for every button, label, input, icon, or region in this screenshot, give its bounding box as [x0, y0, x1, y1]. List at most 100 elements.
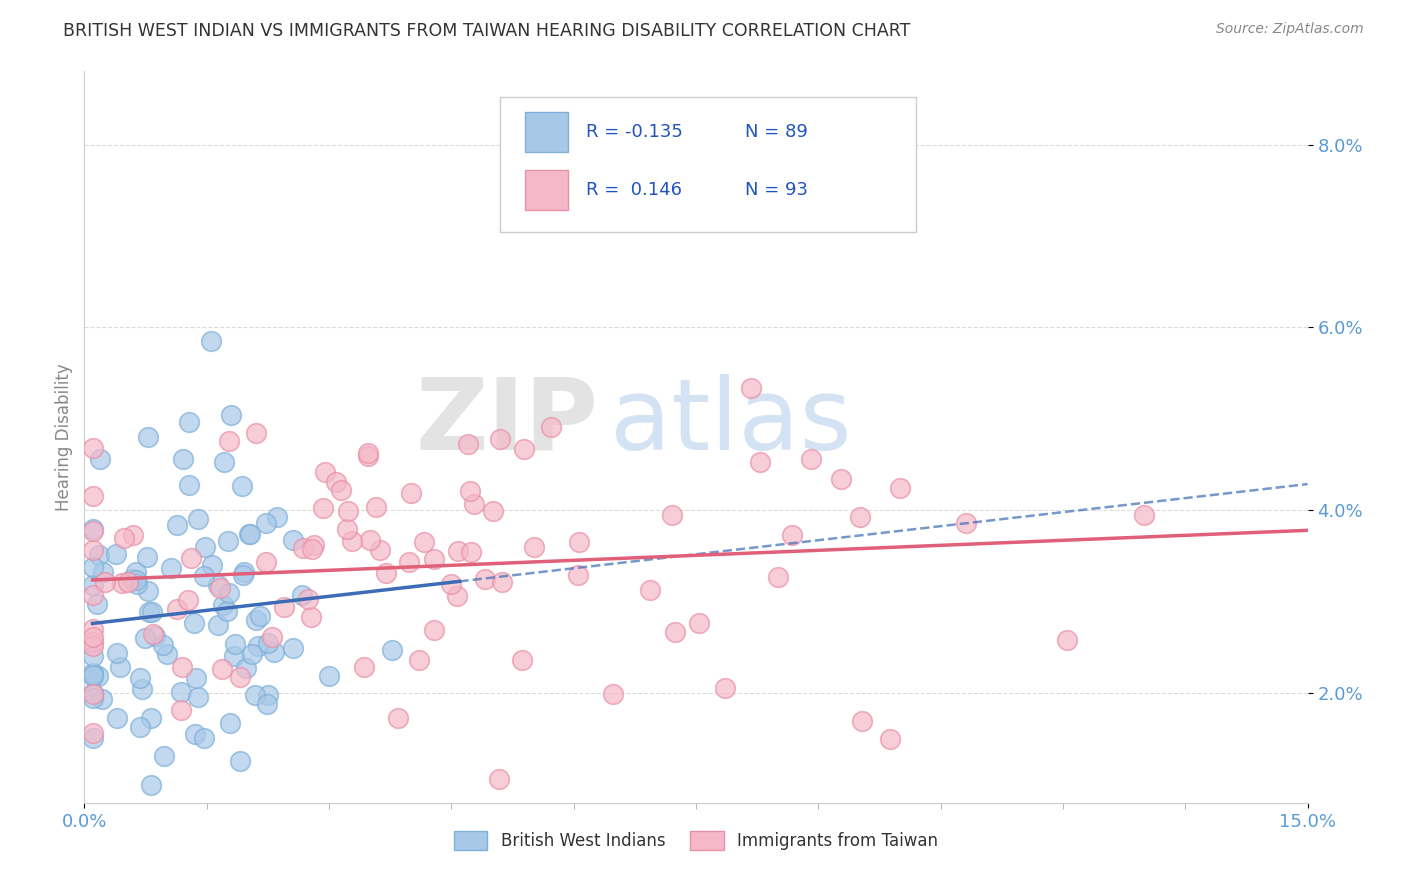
Point: [218, 434, 240, 448]
Point: [243, 688, 266, 702]
Point: [398, 555, 420, 569]
Point: [82, 725, 104, 739]
Point: [169, 685, 191, 699]
Point: [136, 583, 159, 598]
Point: [177, 415, 200, 429]
Point: [218, 716, 240, 731]
Point: [218, 586, 240, 600]
Point: [408, 652, 430, 666]
Point: [512, 652, 534, 666]
Point: [567, 568, 589, 582]
Point: [301, 541, 323, 556]
Point: [170, 660, 193, 674]
Point: [247, 639, 270, 653]
Point: [231, 479, 253, 493]
Point: [254, 516, 277, 531]
Point: [387, 711, 409, 725]
Point: [368, 542, 391, 557]
Point: [364, 500, 387, 514]
Point: [457, 436, 479, 450]
Point: [381, 642, 404, 657]
Point: [304, 538, 326, 552]
Point: [766, 569, 789, 583]
Point: [179, 550, 201, 565]
Point: [141, 605, 163, 619]
Point: [714, 681, 737, 695]
Point: [121, 572, 143, 586]
Point: [82, 687, 104, 701]
Point: [1056, 632, 1078, 647]
Point: [292, 541, 315, 555]
Point: [215, 604, 238, 618]
Legend: British West Indians, Immigrants from Taiwan: British West Indians, Immigrants from Ta…: [447, 824, 945, 856]
Point: [112, 531, 135, 545]
Point: [108, 660, 131, 674]
Point: [233, 565, 256, 579]
Point: [82, 588, 104, 602]
Point: [82, 559, 104, 574]
Point: [134, 631, 156, 645]
Point: [107, 646, 129, 660]
Point: [740, 381, 762, 395]
Point: [325, 475, 347, 490]
Point: [156, 647, 179, 661]
Point: [142, 627, 165, 641]
Point: [1133, 508, 1156, 522]
Point: [82, 640, 104, 654]
Point: [491, 575, 513, 590]
Point: [568, 535, 591, 549]
Point: [105, 711, 128, 725]
Point: [340, 534, 363, 549]
Point: [129, 671, 152, 685]
Point: [211, 598, 233, 612]
Point: [235, 660, 257, 674]
Point: [82, 690, 104, 705]
Point: [82, 578, 104, 592]
Point: [193, 569, 215, 583]
Point: [82, 686, 104, 700]
Point: [82, 524, 104, 538]
Point: [291, 588, 314, 602]
Point: [661, 508, 683, 522]
Point: [889, 481, 911, 495]
Point: [214, 455, 236, 469]
Point: [91, 565, 114, 579]
Point: [207, 617, 229, 632]
Point: [830, 472, 852, 486]
Point: [200, 334, 222, 349]
Point: [183, 616, 205, 631]
Point: [281, 640, 304, 655]
Text: N = 93: N = 93: [745, 181, 808, 199]
Text: ZIP: ZIP: [415, 374, 598, 471]
Point: [460, 545, 482, 559]
Point: [488, 432, 510, 446]
Point: [638, 582, 661, 597]
Point: [748, 455, 770, 469]
Point: [281, 533, 304, 547]
Point: [297, 592, 319, 607]
Point: [160, 561, 183, 575]
Point: [254, 555, 277, 569]
Point: [136, 430, 159, 444]
Point: [239, 527, 262, 541]
Text: R = -0.135: R = -0.135: [586, 122, 683, 141]
Point: [89, 451, 111, 466]
Point: [266, 510, 288, 524]
Point: [117, 574, 139, 589]
Point: [800, 451, 823, 466]
Point: [193, 731, 215, 745]
Point: [849, 509, 872, 524]
Point: [249, 609, 271, 624]
Point: [152, 638, 174, 652]
Point: [131, 682, 153, 697]
Point: [209, 582, 232, 596]
Point: [186, 671, 208, 685]
Point: [166, 517, 188, 532]
Point: [955, 516, 977, 531]
Point: [446, 589, 468, 603]
Point: [523, 540, 546, 554]
Point: [664, 625, 686, 640]
Point: [94, 575, 117, 590]
Point: [125, 577, 148, 591]
Point: [447, 543, 470, 558]
